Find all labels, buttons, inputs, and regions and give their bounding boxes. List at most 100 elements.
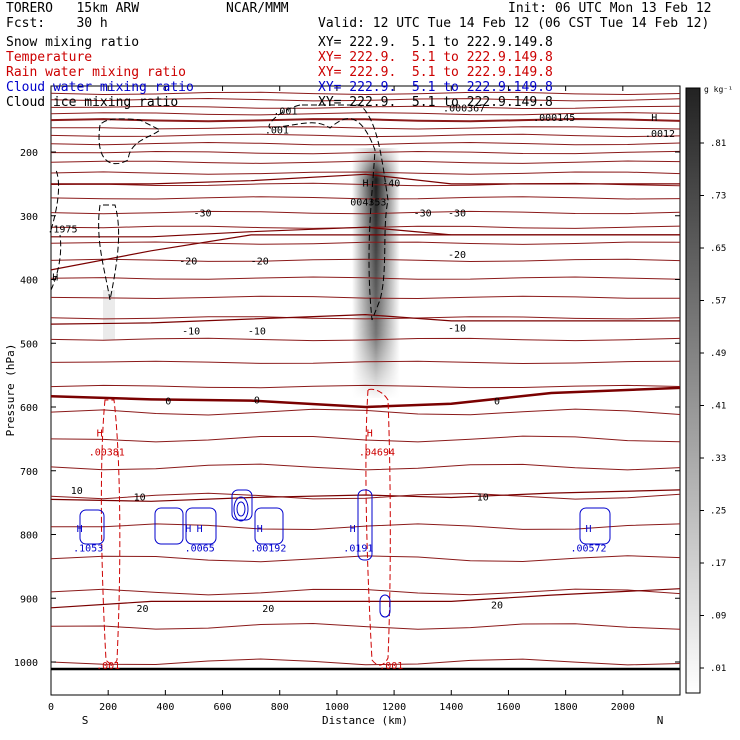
temperature-contour	[50, 489, 681, 502]
x-tick-label: 0	[48, 702, 54, 713]
cloud-water-contour	[79, 509, 105, 545]
colorbar-tick-label: .73	[710, 192, 726, 202]
maximum-label: .00572	[570, 543, 606, 554]
colorbar: .01 .09 .17 .25 .33 .41 .49 .57 .65 .73 .81 g kg⁻¹	[685, 85, 733, 694]
x-tick-label: 600	[214, 702, 232, 713]
y-tick-label: 500	[20, 339, 38, 350]
field-xy-rain: XY= 222.9. 5.1 to 222.9.149.8	[318, 65, 553, 80]
colorbar-tick-label: .01	[710, 664, 726, 674]
model-level-line	[50, 295, 680, 300]
maximum-label: .001	[379, 661, 403, 672]
north-label: N	[657, 714, 664, 727]
maximum-label: .000367	[443, 103, 485, 114]
temperature-contour	[50, 313, 680, 325]
temperature-contour-label: 0	[494, 397, 500, 408]
maximum-label: H	[77, 524, 83, 535]
cloud-ice-contour	[98, 204, 120, 301]
x-axis-label: Distance (km)	[322, 714, 408, 727]
cloud-ice-contour	[268, 104, 389, 321]
maximum-label: H	[257, 524, 263, 535]
temperature-contour-label: -20	[179, 256, 197, 267]
temperature-contour-label: -20	[251, 256, 269, 267]
center-label: NCAR/MMM	[226, 1, 289, 16]
south-label: S	[82, 714, 89, 727]
field-name-snow: Snow mixing ratio	[6, 35, 140, 50]
maximum-label: .04694	[359, 448, 395, 459]
field-name-rain: Rain water mixing ratio	[6, 65, 187, 80]
cloud-water-contour	[233, 496, 249, 522]
field-name-cloud-water: Cloud water mixing ratio	[6, 80, 194, 95]
temperature-contour-label: 0	[254, 395, 260, 406]
x-tick-label: 1600	[496, 702, 520, 713]
maximum-label: H	[350, 524, 356, 535]
cloud-water-contour	[357, 489, 373, 561]
cloud-water-contour	[185, 507, 217, 545]
model-level-line	[50, 435, 681, 443]
maximum-label: .1975	[47, 225, 77, 236]
x-tick-label: 1400	[439, 702, 463, 713]
maximum-label: H	[197, 524, 203, 535]
colorbar-tick-label: .17	[710, 559, 726, 569]
model-level-line	[50, 622, 681, 630]
cloud-ice-contour	[50, 169, 62, 291]
colorbar-tick-label: .49	[710, 349, 726, 359]
temperature-contour-label: 10	[134, 492, 146, 503]
temperature-contour	[50, 588, 681, 609]
maximum-label: .000145	[533, 113, 575, 124]
maximum-label: .0065	[185, 543, 215, 554]
maximum-label: .001	[265, 126, 289, 137]
model-level-line	[50, 463, 681, 471]
field-xy-cloud-water: XY= 222.9. 5.1 to 222.9.149.8	[318, 80, 553, 95]
model-level-line	[50, 360, 681, 365]
temperature-contour-label: 20	[262, 604, 274, 615]
temperature-contour	[50, 386, 681, 409]
temperature-contour-label: 20	[491, 601, 503, 612]
temperature-contour-label: 10	[477, 492, 489, 503]
field-name-temperature: Temperature	[6, 50, 93, 65]
maximum-label: .0012	[645, 129, 675, 140]
model-level-line	[50, 492, 681, 500]
x-tick-label: 800	[271, 702, 289, 713]
temperature-contour-label: 0	[165, 397, 171, 408]
x-tick-label: 200	[99, 702, 117, 713]
model-level-line	[50, 141, 681, 146]
field-xy-cloud-ice: XY= 222.9. 5.1 to 222.9.149.8	[318, 95, 553, 110]
fcst-label: Fcst: 30 h	[6, 16, 108, 31]
temperature-contour-label: -10	[182, 327, 200, 338]
model-level-line	[50, 258, 681, 263]
model-level-line	[50, 171, 681, 175]
model-level-line	[50, 112, 681, 116]
model-level-line	[50, 196, 681, 200]
colorbar-tick-label: .65	[710, 244, 726, 254]
x-tick-label: 400	[156, 702, 174, 713]
cloud-water-contour	[379, 594, 391, 618]
model-level-line	[50, 117, 681, 123]
y-tick-label: 1000	[14, 658, 38, 669]
cloud-ice-contour	[98, 118, 161, 165]
temperature-contour-label: -40	[382, 179, 400, 190]
field-name-cloud-ice: Cloud ice mixing ratio	[6, 95, 179, 110]
model-level-line	[50, 150, 681, 155]
temperature-contour	[51, 226, 680, 238]
y-axis-label: Pressure (hPa)	[4, 344, 17, 437]
maximum-label: .00381	[89, 448, 125, 459]
model-level-line	[50, 276, 681, 280]
model-level-line	[50, 555, 681, 563]
y-tick-label: 300	[20, 212, 38, 223]
model-level-line	[50, 105, 681, 110]
maximum-label: H	[367, 429, 373, 440]
temperature-contour-label: -30	[194, 209, 212, 220]
model-level-line	[50, 133, 681, 138]
x-tick-label: 1800	[554, 702, 578, 713]
maximum-label: H	[585, 524, 591, 535]
model-level-line	[50, 91, 681, 96]
model-level-line	[50, 384, 681, 389]
maximum-label: H	[362, 179, 368, 190]
temperature-contour-label: 10	[71, 486, 83, 497]
cloud-water-contour	[254, 507, 284, 545]
maximum-label: 004353	[350, 198, 386, 209]
x-tick-label: 1000	[325, 702, 349, 713]
maximum-label: .001	[96, 661, 120, 672]
y-tick-label: 600	[20, 403, 38, 414]
